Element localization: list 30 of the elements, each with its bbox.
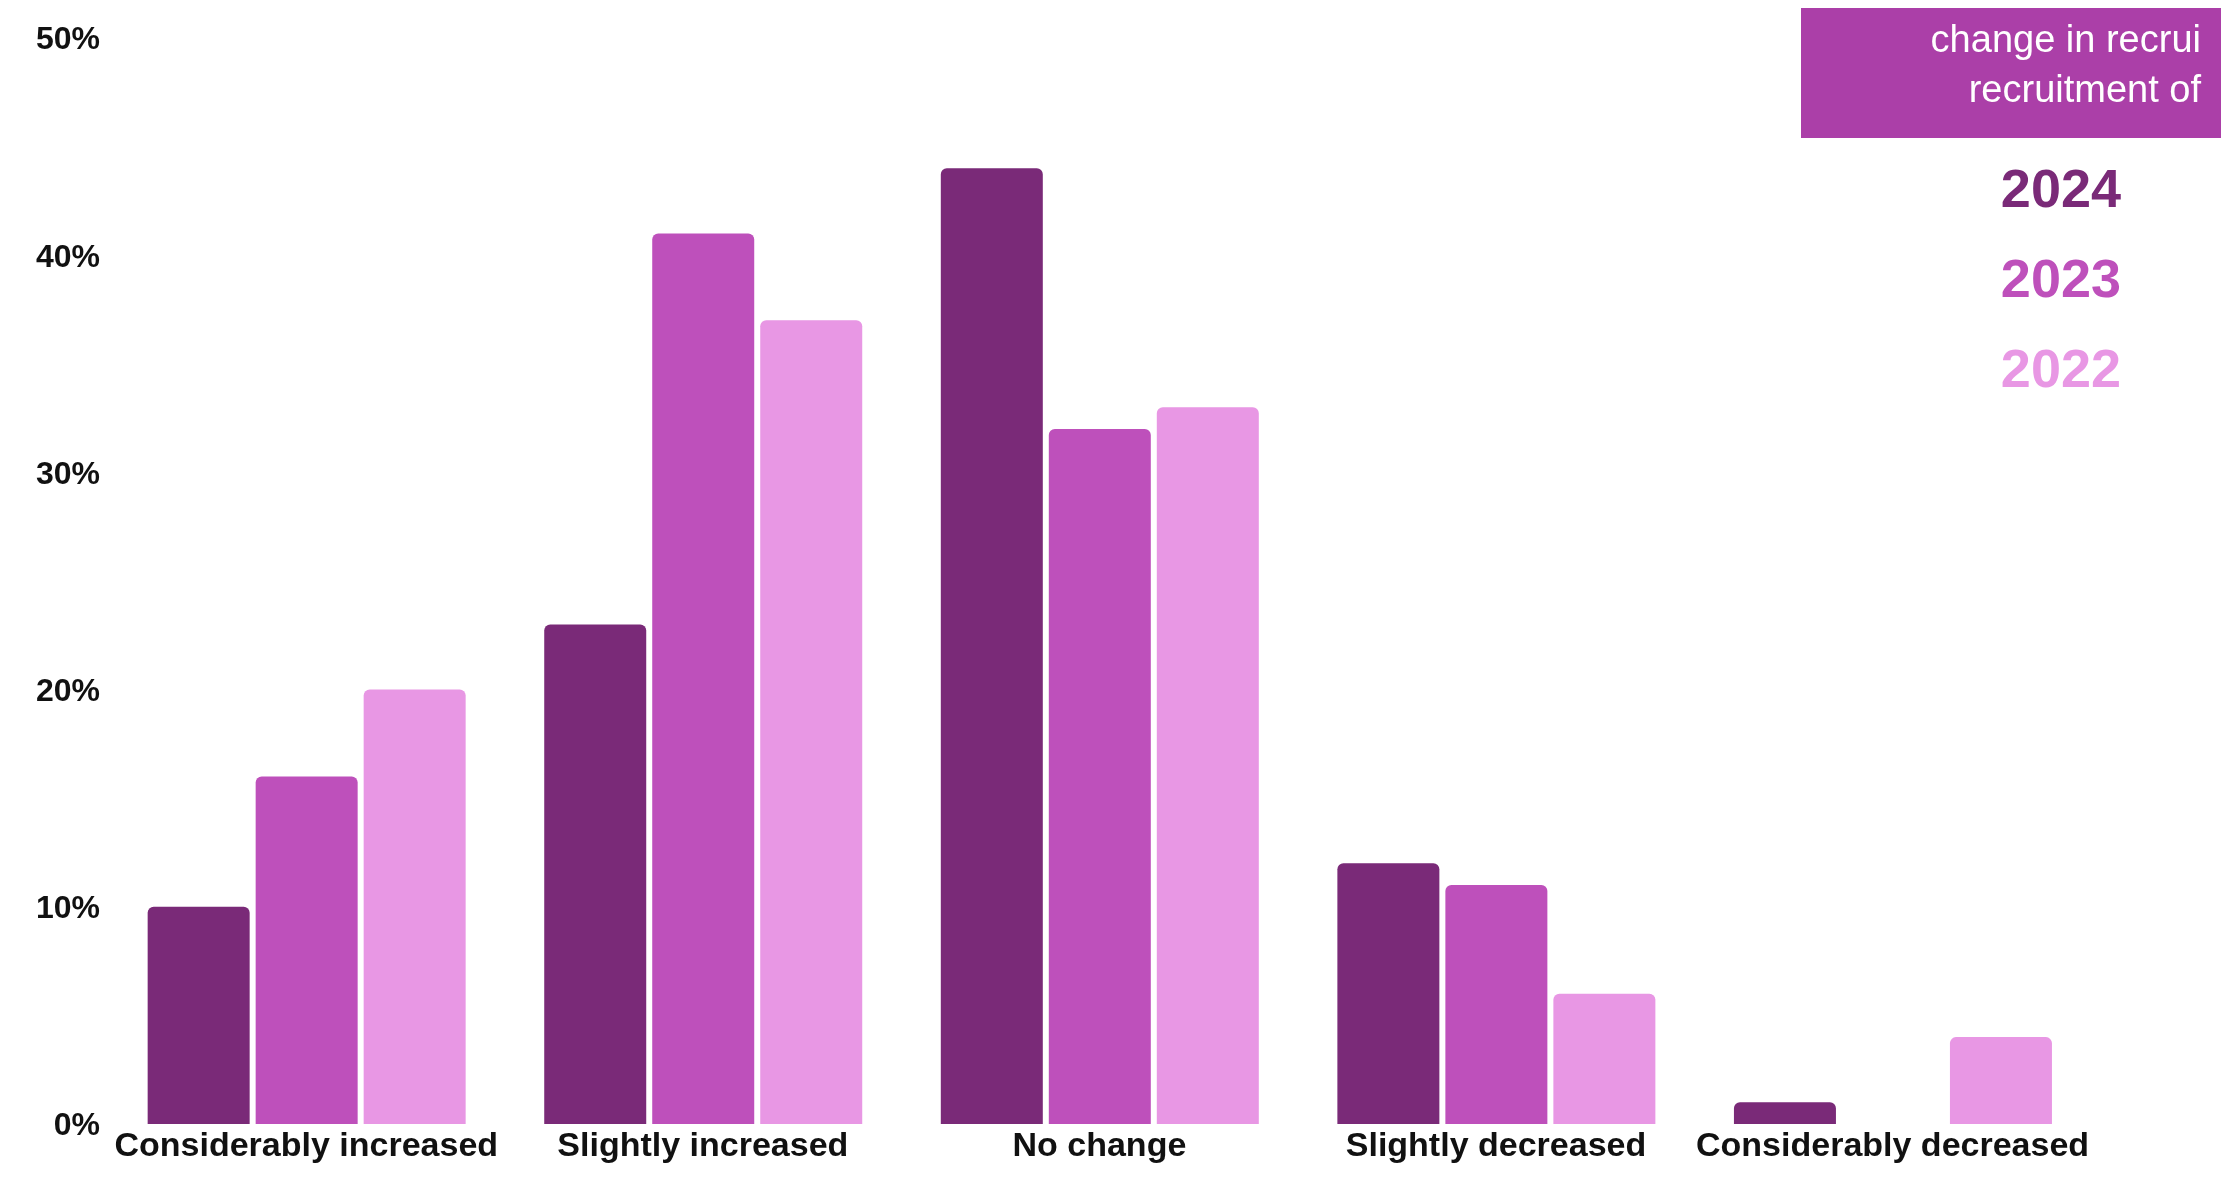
text: 2024	[2000, 158, 2121, 218]
chart-title: change in recrui recruitment of	[1929, 17, 2201, 112]
bar	[1949, 1037, 2052, 1124]
y-tick-label: 40%	[35, 237, 100, 274]
y-tick-label: 50%	[35, 20, 100, 57]
bar	[147, 906, 250, 1124]
y-tick-label: 10%	[35, 889, 100, 926]
y-tick-label: 20%	[35, 671, 100, 708]
bar	[652, 233, 755, 1124]
text: 2022	[2000, 338, 2121, 398]
bar	[1337, 863, 1440, 1124]
bar	[760, 320, 863, 1124]
x-tick-label: Considerably increased	[114, 1125, 499, 1164]
bar	[1048, 428, 1151, 1124]
x-tick-label: Slightly increased	[557, 1125, 849, 1164]
bar	[940, 168, 1043, 1124]
bar	[1733, 1102, 1836, 1124]
bar	[1156, 407, 1259, 1124]
y-tick-label: 30%	[35, 454, 100, 491]
x-tick-label: No change	[1012, 1125, 1187, 1164]
bar	[363, 689, 466, 1124]
bar	[544, 624, 647, 1124]
bar	[1553, 993, 1656, 1124]
x-tick-label: Slightly decreased	[1345, 1125, 1647, 1164]
y-tick-label: 0%	[53, 1106, 100, 1143]
bar	[1445, 885, 1548, 1124]
x-tick-label: Considerably decreased	[1696, 1125, 2090, 1164]
text: 2023	[2000, 248, 2121, 308]
title-box: change in recrui recruitment of	[1801, 8, 2221, 138]
bar	[255, 776, 358, 1124]
